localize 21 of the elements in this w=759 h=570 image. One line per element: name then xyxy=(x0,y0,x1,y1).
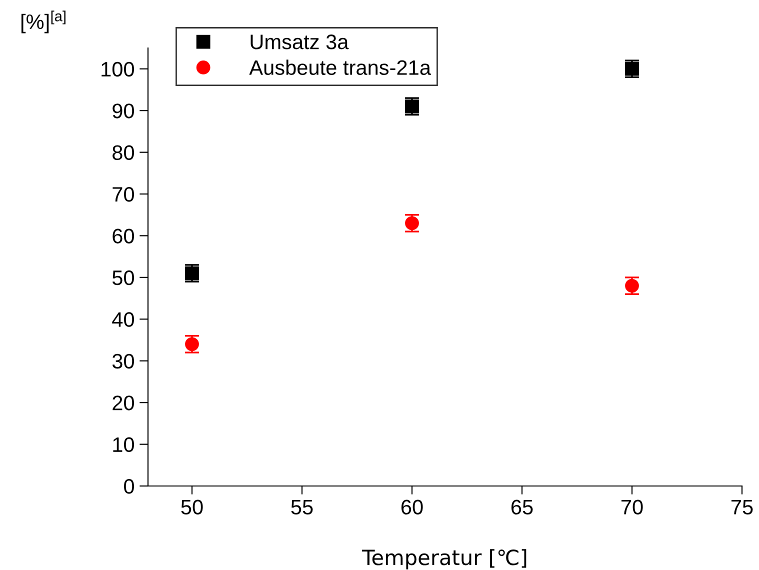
y-tick-label: 20 xyxy=(112,396,134,410)
x-axis-title: Temperatur [℃] xyxy=(362,549,526,570)
y-tick-label: 50 xyxy=(112,270,134,286)
y-axis-title: [%]$^{[a]}$ xyxy=(21,10,66,34)
y-tick-label: 70 xyxy=(112,187,134,202)
x-tick-label: 75 xyxy=(731,500,753,514)
y-tick-label: 0 xyxy=(124,479,134,494)
x-tick-label: 65 xyxy=(511,500,533,514)
y-tick-label: 90 xyxy=(112,104,134,118)
legend-label: Umsatz 3a xyxy=(250,34,349,50)
y-tick-label: 10 xyxy=(113,437,134,452)
x-tick-label: 70 xyxy=(621,500,643,514)
y-tick-label: 100 xyxy=(102,62,134,77)
y-tick-label: 30 xyxy=(112,354,134,369)
y-tick-label: 60 xyxy=(112,228,134,244)
y-tick-label: 40 xyxy=(112,312,134,327)
y-tick-label: 80 xyxy=(112,145,134,160)
legend-label: Ausbeute trans-21a xyxy=(249,60,431,75)
x-tick-label: 55 xyxy=(291,500,313,514)
x-tick-label: 50 xyxy=(181,500,203,514)
x-tick-label: 60 xyxy=(401,500,423,514)
